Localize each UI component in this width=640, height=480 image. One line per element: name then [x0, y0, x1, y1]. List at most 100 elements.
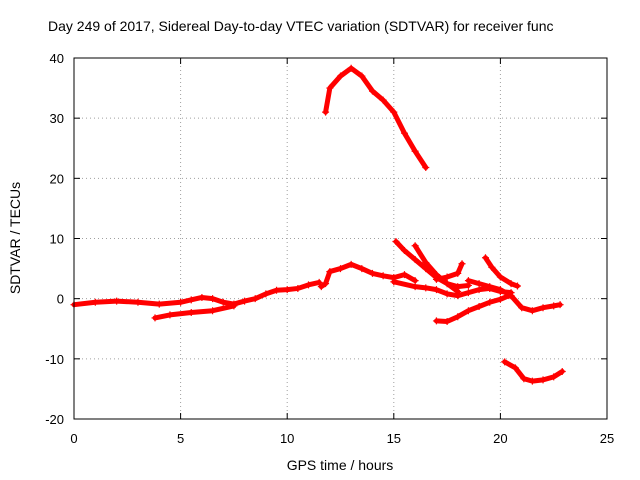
data-point-marker [464, 277, 472, 285]
data-point-marker [464, 289, 472, 297]
series-track-11 [464, 277, 564, 315]
y-axis-label: SDTVAR / TECUs [7, 182, 23, 294]
data-point-marker [411, 256, 419, 264]
data-point-marker [177, 298, 185, 306]
data-point-marker [475, 280, 483, 288]
data-point-marker [283, 286, 291, 294]
data-point-marker [422, 284, 430, 292]
x-tick-label: 20 [493, 431, 507, 446]
series-track-3 [317, 260, 419, 291]
data-point-marker [322, 280, 330, 288]
data-point-marker [294, 284, 302, 292]
x-axis-label: GPS time / hours [287, 457, 394, 473]
data-point-marker [513, 282, 521, 290]
data-point-marker [432, 317, 440, 325]
data-point-marker [358, 72, 366, 80]
series-track-10 [481, 254, 521, 290]
data-point-marker [422, 164, 430, 172]
data-point-marker [187, 296, 195, 304]
x-tick-label: 0 [70, 431, 77, 446]
data-point-marker [458, 260, 466, 268]
data-point-marker [151, 314, 159, 322]
data-point-marker [326, 268, 334, 276]
data-point-marker [134, 298, 142, 306]
data-point-marker [347, 64, 355, 72]
data-point-marker [486, 298, 494, 306]
data-point-marker [230, 302, 238, 310]
data-point-marker [518, 304, 526, 312]
data-point-marker [155, 300, 163, 308]
data-point-marker [486, 283, 494, 291]
data-point-marker [241, 297, 249, 305]
data-point-marker [411, 242, 419, 250]
data-point-marker [209, 295, 217, 303]
series-track-6 [411, 242, 462, 295]
grid-lines [74, 58, 607, 419]
data-point-marker [326, 84, 334, 92]
y-tick-label: 10 [50, 232, 64, 247]
series-track-8 [432, 260, 466, 283]
data-point-marker [390, 278, 398, 286]
data-point-marker [558, 367, 566, 375]
data-point-marker [251, 295, 259, 303]
data-point-marker [507, 292, 515, 300]
data-point-marker [550, 302, 558, 310]
data-point-marker [368, 87, 376, 95]
series-trace [412, 243, 461, 294]
series-track-1 [70, 278, 323, 309]
data-point-marker [443, 273, 451, 281]
data-point-marker [166, 311, 174, 319]
data-point-marker [464, 307, 472, 315]
series-trace [433, 261, 465, 282]
data-point-marker [209, 307, 217, 315]
data-point-marker [337, 265, 344, 273]
data-point-marker [539, 376, 547, 384]
data-point-marker [511, 364, 519, 372]
y-tick-label: 0 [57, 292, 64, 307]
data-point-marker [392, 238, 400, 246]
data-point-marker [390, 108, 398, 116]
data-point-marker [454, 269, 462, 277]
data-point-marker [432, 275, 440, 283]
data-point-marker [262, 290, 270, 298]
y-tick-label: -10 [45, 352, 64, 367]
series-track-4 [322, 64, 430, 172]
data-point-marker [305, 281, 313, 289]
data-point-marker [496, 286, 504, 294]
data-point-marker [411, 283, 419, 291]
data-point-marker [315, 278, 323, 286]
data-point-marker [550, 373, 558, 381]
data-point-marker [443, 280, 451, 288]
y-tick-label: 30 [50, 111, 64, 126]
data-point-marker [219, 298, 227, 306]
plot-frame [73, 57, 608, 420]
data-point-marker [400, 271, 408, 279]
data-point-marker [556, 301, 564, 309]
data-point-marker [475, 302, 483, 310]
data-series [70, 64, 566, 385]
series-track-2 [151, 302, 238, 322]
data-point-marker [528, 377, 536, 385]
data-point-marker [520, 375, 528, 383]
data-point-marker [368, 269, 376, 277]
data-point-marker [379, 96, 387, 104]
series-track-12 [501, 358, 566, 385]
data-point-marker [379, 272, 387, 280]
series-track-9 [432, 292, 513, 326]
data-point-marker [488, 263, 496, 271]
x-tick-label: 10 [280, 431, 294, 446]
x-tick-label: 15 [387, 431, 401, 446]
data-point-marker [475, 286, 483, 294]
series-trace [482, 255, 520, 289]
chart-title: Day 249 of 2017, Sidereal Day-to-day VTE… [48, 18, 554, 34]
data-point-marker [91, 298, 99, 306]
data-point-marker [507, 280, 515, 288]
data-point-marker [443, 290, 451, 298]
data-point-marker [443, 318, 451, 326]
y-tick-label: -20 [45, 412, 64, 427]
data-point-marker [422, 259, 430, 267]
y-tick-label: 40 [50, 51, 64, 66]
data-point-marker [113, 297, 121, 305]
data-point-marker [400, 129, 408, 137]
